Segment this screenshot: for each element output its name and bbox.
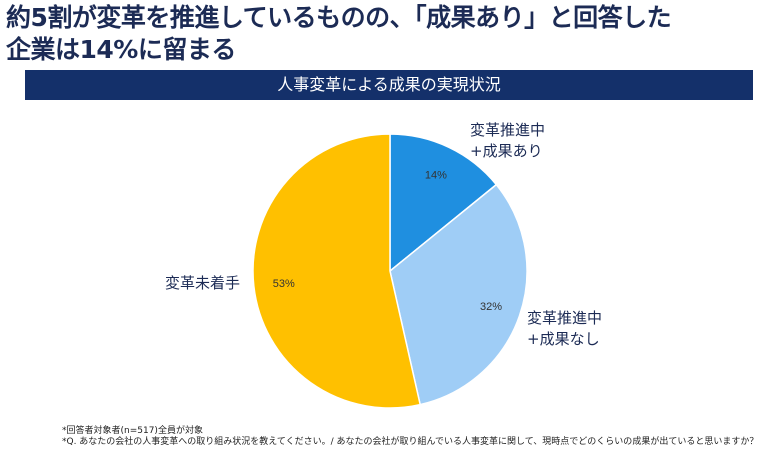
footnote-question: *Q. あなたの会社の人事変革への取り組み状況を教えてください。/ あなたの会社… [62,437,759,447]
label-line: +成果あり [470,142,543,160]
label-line: 変革推進中 [470,121,546,139]
chart-title: 人事変革による成果の実現状況 [25,70,753,100]
pie-slice-0 [389,133,498,273]
pie-slice-1 [389,183,528,406]
headline-line-1: 約5割が変革を推進しているものの、「成果あり」と回答した [6,3,672,32]
pie-data-label-0: 14% [425,170,447,182]
pie-data-label-1: 32% [480,301,502,313]
label-line: +成果なし [527,330,600,348]
pie-slice-2 [252,133,422,409]
legend-label-not-achieved: 変革推進中 +成果なし [527,308,602,350]
pie-data-label-2: 53% [273,278,295,290]
legend-label-not-started: 変革未着手 [165,273,240,294]
legend-label-achieved: 変革推進中 +成果あり [470,120,545,162]
headline-line-2: 企業は14%に留まる [6,35,236,64]
footnote-respondents: *回答者対象者(n=517)全員が対象 [62,426,203,436]
headline: 約5割が変革を推進しているものの、「成果あり」と回答した 企業は14%に留まる [6,2,672,66]
label-line: 変革未着手 [165,274,241,292]
label-line: 変革推進中 [527,309,603,327]
